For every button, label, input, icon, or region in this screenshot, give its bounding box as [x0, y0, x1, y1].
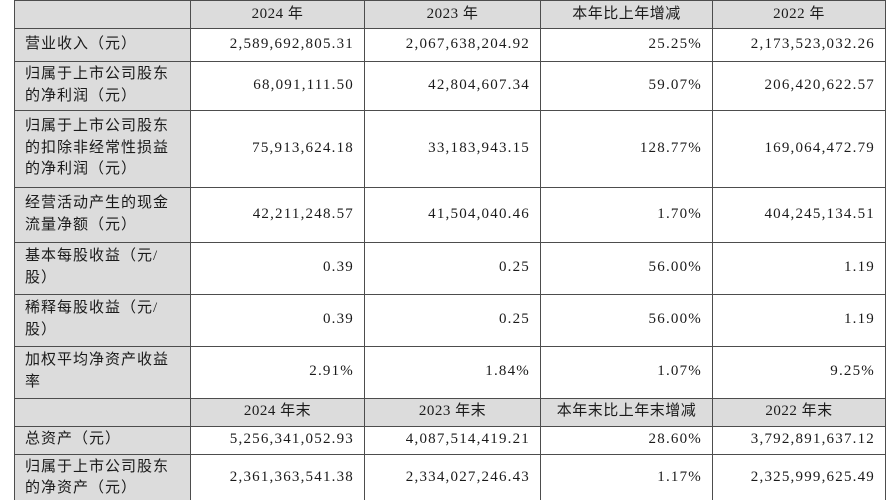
cell-2024: 0.39: [190, 241, 365, 295]
cell-2022: 404,245,134.51: [712, 186, 886, 243]
financial-summary-table: 2024 年 2023 年 本年比上年增减 2022 年 营业收入（元） 2,5…: [14, 0, 886, 500]
cell-2024: 2,361,363,541.38: [190, 453, 365, 500]
cell-change: 1.70%: [540, 186, 713, 243]
cell-2024: 0.39: [190, 293, 365, 347]
col-header-2024: 2024 年: [190, 0, 365, 29]
row-label: 基本每股收益（元/股）: [14, 241, 191, 295]
cell-2024: 2.91%: [190, 345, 365, 399]
cell-2022: 1.19: [712, 241, 886, 295]
cell-2024: 42,211,248.57: [190, 186, 365, 243]
cell-2024: 68,091,111.50: [190, 61, 365, 111]
cell-2024: 5,256,341,052.93: [190, 425, 365, 455]
cell-2022: 2,173,523,032.26: [712, 28, 886, 62]
row-net-assets-attributable: 归属于上市公司股东的净资产（元） 2,361,363,541.38 2,334,…: [14, 453, 886, 500]
cell-2023: 41,504,040.46: [364, 186, 541, 243]
row-diluted-eps: 稀释每股收益（元/股） 0.39 0.25 56.00% 1.19: [14, 293, 886, 347]
row-net-profit-deducting-non-recurring: 归属于上市公司股东的扣除非经常性损益的净利润（元） 75,913,624.18 …: [14, 109, 886, 188]
row-label: 归属于上市公司股东的扣除非经常性损益的净利润（元）: [14, 109, 191, 188]
cell-2022: 2,325,999,625.49: [712, 453, 886, 500]
col-header-yoy-change: 本年比上年增减: [540, 0, 713, 29]
cell-2024: 2,589,692,805.31: [190, 28, 365, 62]
cell-2022: 3,792,891,637.12: [712, 425, 886, 455]
row-label: 经营活动产生的现金流量净额（元）: [14, 186, 191, 243]
col-header-eoy-change: 本年末比上年末增减: [540, 397, 713, 427]
cell-change: 56.00%: [540, 293, 713, 347]
cell-2023: 2,067,638,204.92: [364, 28, 541, 62]
cell-change: 25.25%: [540, 28, 713, 62]
row-label: 稀释每股收益（元/股）: [14, 293, 191, 347]
cell-change: 59.07%: [540, 61, 713, 111]
row-total-assets: 总资产（元） 5,256,341,052.93 4,087,514,419.21…: [14, 425, 886, 455]
cell-2023: 42,804,607.34: [364, 61, 541, 111]
cell-2022: 206,420,622.57: [712, 61, 886, 111]
cell-2023: 0.25: [364, 293, 541, 347]
col-header-2023: 2023 年: [364, 0, 541, 29]
cell-2023: 2,334,027,246.43: [364, 453, 541, 500]
row-operating-cash-flow: 经营活动产生的现金流量净额（元） 42,211,248.57 41,504,04…: [14, 186, 886, 243]
cell-2023: 4,087,514,419.21: [364, 425, 541, 455]
row-label: 总资产（元）: [14, 425, 191, 455]
row-label: 营业收入（元）: [14, 28, 191, 62]
col-header-2023-eoy: 2023 年末: [364, 397, 541, 427]
cell-change: 128.77%: [540, 109, 713, 188]
row-label: 归属于上市公司股东的净资产（元）: [14, 453, 191, 500]
cell-2024: 75,913,624.18: [190, 109, 365, 188]
row-operating-revenue: 营业收入（元） 2,589,692,805.31 2,067,638,204.9…: [14, 28, 886, 62]
cell-2023: 1.84%: [364, 345, 541, 399]
row-net-profit-attributable: 归属于上市公司股东的净利润（元） 68,091,111.50 42,804,60…: [14, 61, 886, 111]
row-basic-eps: 基本每股收益（元/股） 0.39 0.25 56.00% 1.19: [14, 241, 886, 295]
cell-change: 1.17%: [540, 453, 713, 500]
cell-2023: 33,183,943.15: [364, 109, 541, 188]
cell-2023: 0.25: [364, 241, 541, 295]
header-label-empty: [14, 0, 191, 29]
row-label: 归属于上市公司股东的净利润（元）: [14, 61, 191, 111]
table-header-year-end: 2024 年末 2023 年末 本年末比上年末增减 2022 年末: [14, 397, 886, 427]
col-header-2024-eoy: 2024 年末: [190, 397, 365, 427]
cell-change: 28.60%: [540, 425, 713, 455]
header-label-empty: [14, 397, 191, 427]
cell-2022: 1.19: [712, 293, 886, 347]
col-header-2022-eoy: 2022 年末: [712, 397, 886, 427]
cell-2022: 169,064,472.79: [712, 109, 886, 188]
row-label: 加权平均净资产收益率: [14, 345, 191, 399]
col-header-2022: 2022 年: [712, 0, 886, 29]
table-header-annual: 2024 年 2023 年 本年比上年增减 2022 年: [14, 0, 886, 29]
row-weighted-avg-roe: 加权平均净资产收益率 2.91% 1.84% 1.07% 9.25%: [14, 345, 886, 399]
cell-change: 56.00%: [540, 241, 713, 295]
cell-change: 1.07%: [540, 345, 713, 399]
cell-2022: 9.25%: [712, 345, 886, 399]
